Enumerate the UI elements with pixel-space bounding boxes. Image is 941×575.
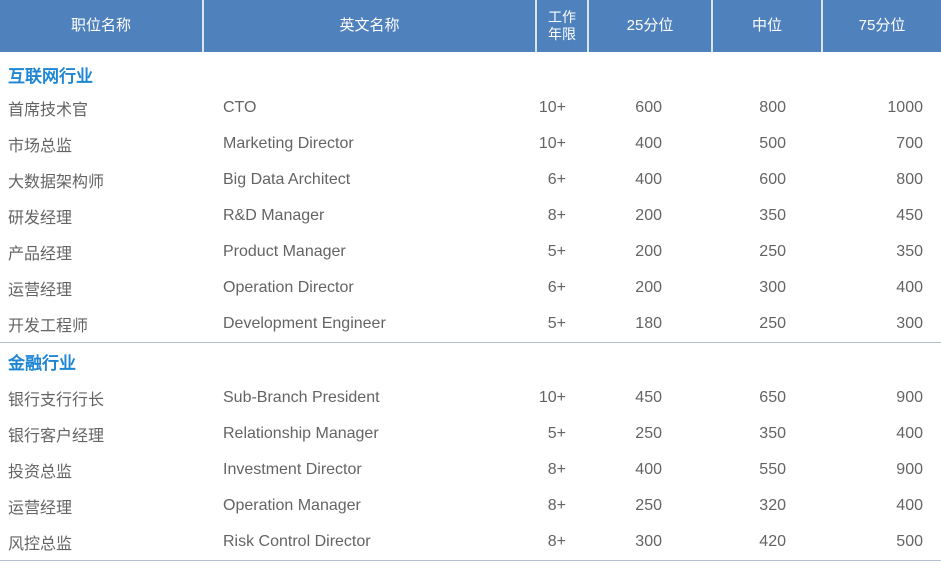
- position-cell: 首席技术官: [8, 102, 89, 119]
- p25-cell: 400: [635, 461, 662, 478]
- table-header: 职位名称 英文名称 工作 年限 25分位 中位 75分位: [0, 0, 941, 52]
- p75-cell: 1000: [887, 99, 923, 116]
- header-row: 职位名称 英文名称 工作 年限 25分位 中位 75分位: [0, 0, 941, 52]
- p75-cell: 350: [896, 243, 923, 260]
- years-cell: 5+: [547, 243, 566, 260]
- english-name-cell: Marketing Director: [223, 135, 354, 152]
- median-cell: 350: [759, 425, 786, 442]
- years-cell: 6+: [547, 171, 566, 188]
- p75-cell: 900: [896, 389, 923, 406]
- table-row: 大数据架构师 Big Data Architect 6+ 400 600 800: [0, 162, 941, 198]
- column-header-p75: 75分位: [821, 0, 941, 52]
- median-cell: 600: [759, 171, 786, 188]
- column-header-position: 职位名称: [0, 0, 203, 52]
- p25-cell: 450: [635, 389, 662, 406]
- english-name-cell: CTO: [223, 99, 257, 116]
- p25-cell: 400: [635, 135, 662, 152]
- median-cell: 800: [759, 99, 786, 116]
- p25-cell: 200: [635, 207, 662, 224]
- years-cell: 8+: [536, 524, 588, 561]
- median-cell: 650: [759, 389, 786, 406]
- column-header-english: 英文名称: [202, 0, 536, 52]
- years-cell: 8+: [547, 497, 566, 514]
- p75-cell: 900: [896, 461, 923, 478]
- years-cell: 5+: [547, 314, 566, 332]
- years-cell: 10+: [538, 135, 566, 152]
- p25-cell: 180: [635, 314, 662, 332]
- p25-cell: 200: [635, 279, 662, 296]
- years-cell: 10+: [538, 389, 566, 406]
- p75-cell: 700: [896, 135, 923, 152]
- english-name-cell: Operation Director: [223, 279, 354, 296]
- median-cell: 250: [759, 314, 786, 332]
- table-row: 银行客户经理 Relationship Manager 5+ 250 350 4…: [0, 416, 941, 452]
- column-header-p25: 25分位: [587, 0, 712, 52]
- table-row: 银行支行行长 Sub-Branch President 10+ 450 650 …: [0, 380, 941, 416]
- p25-cell: 600: [635, 99, 662, 116]
- table-row: 开发工程师 Development Engineer 5+ 180 250 30…: [0, 306, 941, 342]
- position-cell: 银行客户经理: [8, 428, 105, 445]
- median-cell: 550: [759, 461, 786, 478]
- years-cell: 10+: [538, 99, 566, 116]
- table-row: 首席技术官 CTO 10+ 600 800 1000: [0, 90, 941, 126]
- p25-cell: 200: [635, 243, 662, 260]
- p25-cell: 250: [635, 497, 662, 514]
- table-row: 投资总监 Investment Director 8+ 400 550 900: [0, 452, 941, 488]
- years-cell: 8+: [547, 461, 566, 478]
- section-header-finance: 金融行业: [0, 341, 941, 380]
- position-cell: 银行支行行长: [8, 392, 105, 409]
- years-cell: 6+: [547, 279, 566, 296]
- section-title: 互联网行业: [8, 66, 93, 86]
- table-row: 运营经理 Operation Director 6+ 200 300 400: [0, 270, 941, 306]
- p25-cell: 250: [635, 425, 662, 442]
- english-name-cell: Investment Director: [223, 461, 362, 478]
- table-row: 产品经理 Product Manager 5+ 200 250 350: [0, 234, 941, 270]
- position-cell: 投资总监: [8, 464, 73, 481]
- p75-cell: 800: [896, 171, 923, 188]
- position-cell: 大数据架构师: [8, 174, 105, 191]
- english-name-cell: Relationship Manager: [223, 425, 379, 442]
- english-name-cell: Product Manager: [223, 243, 346, 260]
- table-row: 运营经理 Operation Manager 8+ 250 320 400: [0, 488, 941, 524]
- p75-cell: 400: [896, 425, 923, 442]
- p75-cell: 450: [896, 207, 923, 224]
- years-cell: 5+: [547, 425, 566, 442]
- median-cell: 320: [759, 497, 786, 514]
- table-row: 研发经理 R&D Manager 8+ 200 350 450: [0, 198, 941, 234]
- english-name-cell: Development Engineer: [223, 314, 386, 332]
- years-cell: 8+: [547, 207, 566, 224]
- english-name-cell: Risk Control Director: [203, 524, 536, 561]
- position-cell: 运营经理: [8, 500, 73, 517]
- column-header-median: 中位: [711, 0, 822, 52]
- p75-cell: 400: [896, 497, 923, 514]
- position-cell: 研发经理: [8, 210, 73, 227]
- p75-cell: 400: [896, 279, 923, 296]
- english-name-cell: Operation Manager: [223, 497, 361, 514]
- position-cell: 运营经理: [8, 282, 73, 299]
- section-title: 金融行业: [0, 341, 941, 380]
- english-name-cell: Big Data Architect: [223, 171, 351, 188]
- p75-cell: 300: [896, 314, 923, 332]
- median-cell: 300: [759, 279, 786, 296]
- position-cell: 产品经理: [8, 246, 73, 263]
- median-cell: 500: [759, 135, 786, 152]
- column-header-years: 工作 年限: [535, 0, 588, 52]
- table-row: 市场总监 Marketing Director 10+ 400 500 700: [0, 126, 941, 162]
- position-cell: 开发工程师: [8, 317, 89, 335]
- p25-cell: 300: [588, 524, 712, 561]
- median-cell: 350: [759, 207, 786, 224]
- position-cell: 市场总监: [8, 138, 73, 155]
- english-name-cell: R&D Manager: [223, 207, 325, 224]
- section-header-internet: 互联网行业: [0, 52, 941, 90]
- english-name-cell: Sub-Branch President: [223, 389, 380, 406]
- median-cell: 420: [712, 524, 822, 561]
- table-row: 风控总监 Risk Control Director 8+ 300 420 50…: [0, 524, 941, 561]
- position-cell: 风控总监: [0, 524, 203, 561]
- p25-cell: 400: [635, 171, 662, 188]
- median-cell: 250: [759, 243, 786, 260]
- salary-table: 职位名称 英文名称 工作 年限 25分位 中位 75分位 互联网行业 首席技术官…: [0, 0, 941, 561]
- p75-cell: 500: [822, 524, 941, 561]
